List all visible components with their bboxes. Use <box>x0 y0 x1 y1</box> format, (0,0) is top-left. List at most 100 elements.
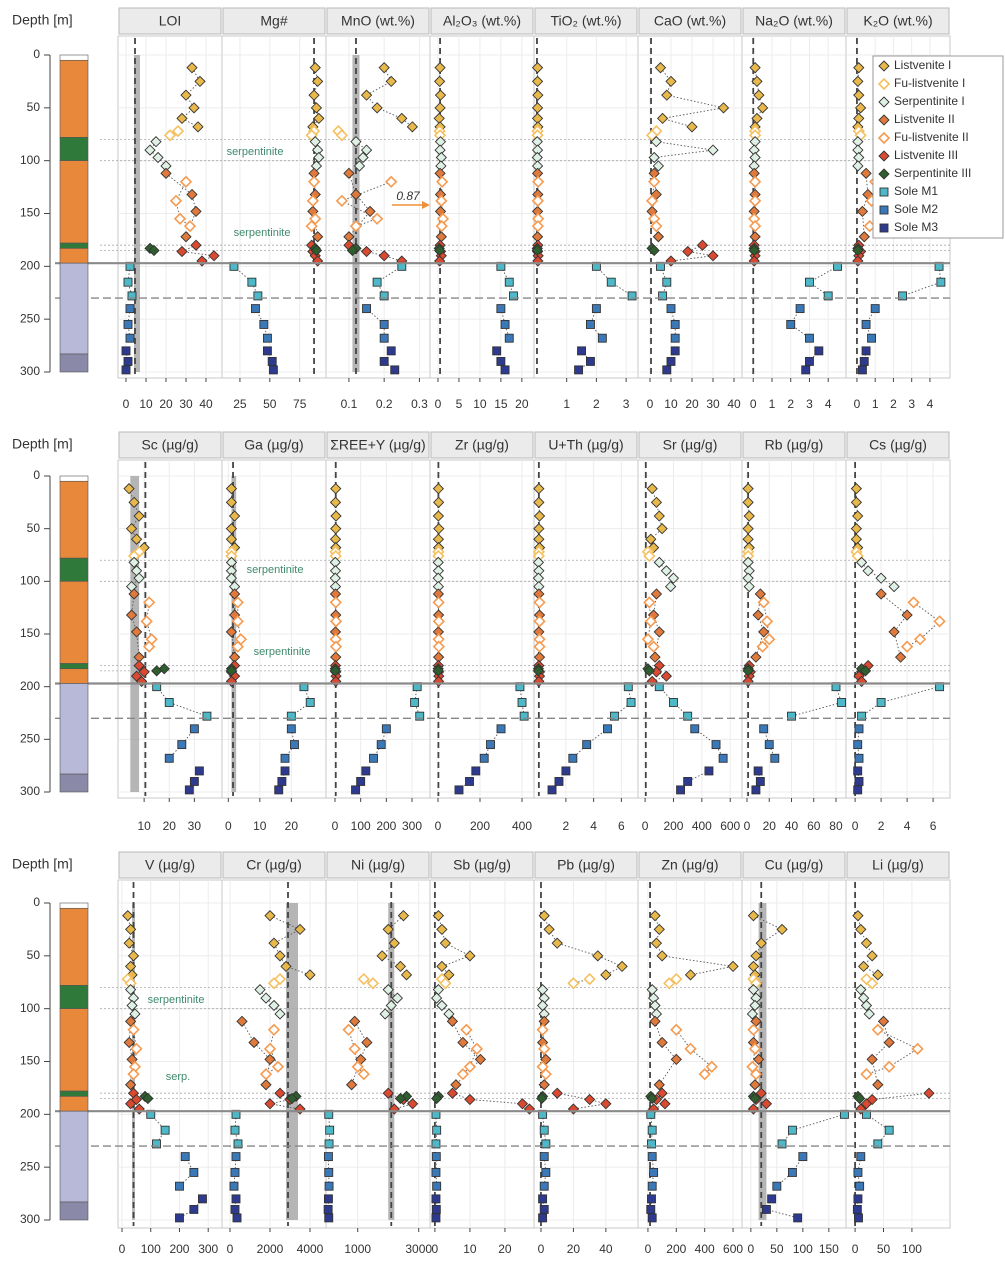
lithology-block <box>60 243 88 248</box>
data-point <box>324 1205 332 1213</box>
data-point <box>126 334 134 342</box>
panel-title: LOI <box>159 13 182 29</box>
panel-title: Cu (µg/g) <box>765 857 824 873</box>
x-tick-label: 0 <box>750 397 757 411</box>
x-tick-label: 0.2 <box>376 397 393 411</box>
x-tick-label: 0 <box>227 1242 234 1256</box>
panel-frame <box>430 460 534 798</box>
depth-axis-label: Depth [m] <box>12 856 73 872</box>
legend-label: Sole M1 <box>894 184 938 198</box>
legend-label: Listvenite II <box>894 112 955 126</box>
data-point <box>275 786 283 794</box>
lithology-block <box>60 476 88 481</box>
data-point <box>854 741 862 749</box>
x-tick-label: 40 <box>199 397 213 411</box>
panel-title: TiO₂ (wt.%) <box>550 13 621 29</box>
y-tick-label: 250 <box>20 732 40 746</box>
data-point <box>838 698 846 706</box>
data-point <box>122 347 130 355</box>
data-point <box>380 357 388 365</box>
data-point <box>854 1168 862 1176</box>
y-tick-label: 100 <box>20 574 40 588</box>
x-tick-label: 4000 <box>297 1242 324 1256</box>
lithology-block <box>60 137 88 160</box>
data-point <box>432 1205 440 1213</box>
data-point <box>719 754 727 762</box>
panel-frame <box>430 36 534 378</box>
x-tick-label: 0.3 <box>411 397 428 411</box>
x-tick-label: 40 <box>599 1242 613 1256</box>
panel-frame <box>534 36 638 378</box>
data-point <box>854 767 862 775</box>
y-tick-label: 50 <box>27 521 41 535</box>
data-point <box>648 1153 656 1161</box>
data-point <box>290 741 298 749</box>
x-tick-label: 400 <box>692 819 712 833</box>
lithology-block <box>60 663 88 668</box>
data-point <box>855 1214 863 1222</box>
x-tick-label: 600 <box>723 1242 743 1256</box>
x-tick-label: 3 <box>806 397 813 411</box>
data-point <box>278 777 286 785</box>
y-tick-label: 0 <box>33 468 40 482</box>
x-tick-label: 2000 <box>257 1242 284 1256</box>
lithology-block <box>60 908 88 985</box>
x-tick-label: 4 <box>927 397 934 411</box>
data-point <box>578 347 586 355</box>
x-tick-label: 4 <box>904 819 911 833</box>
data-point <box>382 725 390 733</box>
x-tick-label: 6 <box>618 819 625 833</box>
data-point <box>598 334 606 342</box>
lithology-block <box>60 161 88 243</box>
legend-label: Sole M2 <box>894 202 938 216</box>
data-point <box>325 1168 333 1176</box>
lithology-block <box>60 248 88 263</box>
data-point <box>855 754 863 762</box>
data-point <box>871 305 879 313</box>
data-point <box>195 767 203 775</box>
x-tick-label: 200 <box>470 819 490 833</box>
panel-title: CaO (wt.%) <box>654 13 726 29</box>
annotation: serpentinite <box>254 646 311 658</box>
data-point <box>647 1195 655 1203</box>
x-tick-label: 4 <box>825 397 832 411</box>
x-tick-label: 20 <box>159 397 173 411</box>
data-point <box>326 1126 334 1134</box>
x-tick-label: 2 <box>787 397 794 411</box>
data-point <box>540 1126 548 1134</box>
annotation: serpentinite <box>148 994 205 1006</box>
data-point <box>190 1205 198 1213</box>
x-tick-label: 0 <box>119 1242 126 1256</box>
data-point <box>575 366 583 374</box>
x-tick-label: 0 <box>642 819 649 833</box>
x-tick-label: 0 <box>435 819 442 833</box>
legend-label: Serpentinite I <box>894 94 965 108</box>
x-tick-label: 0 <box>747 1242 754 1256</box>
lithology-block <box>60 1091 88 1096</box>
x-tick-label: 0 <box>854 397 861 411</box>
panel-title: Ni (µg/g) <box>351 857 405 873</box>
data-point <box>586 320 594 328</box>
panel-title: Mg# <box>260 13 287 29</box>
panel-title: Sr (µg/g) <box>663 437 718 453</box>
data-point <box>281 754 289 762</box>
data-point <box>627 698 635 706</box>
data-point <box>357 777 365 785</box>
panel-title: Cs (µg/g) <box>869 437 927 453</box>
data-point <box>854 1195 862 1203</box>
data-point <box>362 767 370 775</box>
data-point <box>539 1195 547 1203</box>
y-tick-label: 200 <box>20 259 40 273</box>
x-tick-label: 0 <box>123 397 130 411</box>
data-point <box>799 1153 807 1161</box>
data-point <box>705 767 713 775</box>
y-tick-label: 100 <box>20 1001 40 1015</box>
x-tick-label: 20 <box>498 1242 512 1256</box>
x-tick-label: 2 <box>563 819 570 833</box>
lithology-block <box>60 581 88 663</box>
x-tick-label: 0 <box>225 819 232 833</box>
panel-title: V (µg/g) <box>145 857 195 873</box>
x-tick-label: 6 <box>930 819 937 833</box>
data-point <box>868 334 876 342</box>
x-tick-label: 0 <box>538 1242 545 1256</box>
